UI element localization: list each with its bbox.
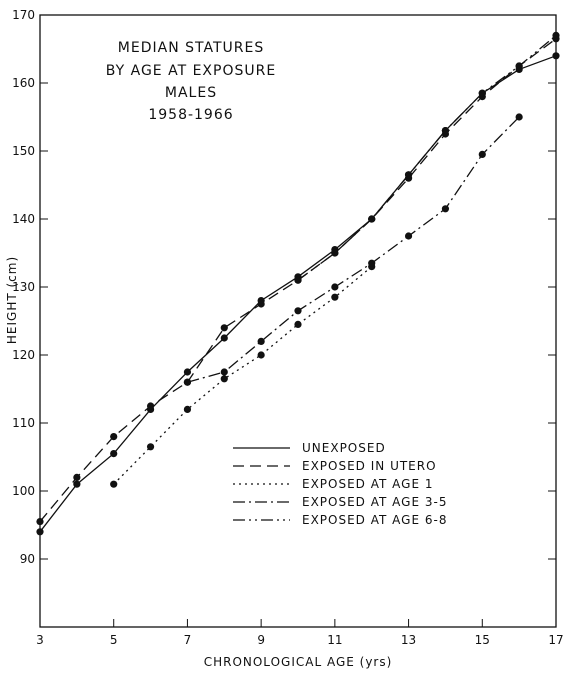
y-tick-label: 150 bbox=[12, 144, 35, 158]
series-5-point bbox=[294, 277, 301, 284]
x-tick-label: 11 bbox=[327, 633, 342, 647]
y-tick-label: 130 bbox=[12, 280, 35, 294]
legend-label-2: EXPOSED IN UTERO bbox=[302, 459, 437, 473]
series-1-point bbox=[552, 52, 559, 59]
x-tick-label: 7 bbox=[184, 633, 192, 647]
legend-label-3: EXPOSED AT AGE 1 bbox=[302, 477, 434, 491]
series-2-point bbox=[258, 300, 265, 307]
series-2-point bbox=[147, 402, 154, 409]
title-line-4: 1958-1966 bbox=[148, 107, 233, 123]
series-1-point bbox=[110, 450, 117, 457]
series-4-point bbox=[516, 113, 523, 120]
series-4-point bbox=[258, 338, 265, 345]
series-5-point bbox=[552, 32, 559, 39]
series-3-point bbox=[147, 443, 154, 450]
series-4-point bbox=[442, 205, 449, 212]
legend-label-4: EXPOSED AT AGE 3-5 bbox=[302, 495, 447, 509]
series-5-point bbox=[479, 90, 486, 97]
y-tick-label: 120 bbox=[12, 348, 35, 362]
x-tick-label: 5 bbox=[110, 633, 118, 647]
series-3-point bbox=[331, 294, 338, 301]
legend-label-5: EXPOSED AT AGE 6-8 bbox=[302, 513, 447, 527]
series-4-point bbox=[184, 379, 191, 386]
title-line-2: BY AGE AT EXPOSURE bbox=[106, 63, 276, 79]
series-4-point bbox=[331, 283, 338, 290]
series-2-point bbox=[73, 474, 80, 481]
x-tick-label: 13 bbox=[401, 633, 416, 647]
series-line-4 bbox=[187, 117, 519, 382]
series-5-point bbox=[368, 215, 375, 222]
y-tick-label: 160 bbox=[12, 76, 35, 90]
axis-ticks: 3 5 7 9 11 13 15 17 90 100 110 120 130 140 150 160 170 bbox=[12, 8, 564, 647]
title-line-3: MALES bbox=[165, 85, 217, 101]
series-5-point bbox=[442, 127, 449, 134]
series-2-point bbox=[36, 518, 43, 525]
series-layer bbox=[36, 32, 559, 536]
series-5-point bbox=[405, 171, 412, 178]
legend-label-1: UNEXPOSED bbox=[302, 441, 386, 455]
y-tick-label: 100 bbox=[12, 484, 35, 498]
x-axis-title: CHRONOLOGICAL AGE (yrs) bbox=[204, 655, 393, 669]
y-tick-label: 90 bbox=[20, 552, 35, 566]
y-axis-title: HEIGHT (cm) bbox=[5, 256, 19, 344]
series-1-point bbox=[221, 334, 228, 341]
y-tick-label: 170 bbox=[12, 8, 35, 22]
x-tick-label: 3 bbox=[36, 633, 44, 647]
x-tick-label: 15 bbox=[475, 633, 490, 647]
series-3-point bbox=[258, 351, 265, 358]
title-line-1: MEDIAN STATURES bbox=[118, 40, 264, 56]
series-3-point bbox=[184, 406, 191, 413]
series-4-point bbox=[368, 260, 375, 267]
series-4-point bbox=[294, 307, 301, 314]
series-3-point bbox=[294, 321, 301, 328]
series-4-point bbox=[479, 151, 486, 158]
series-1-point bbox=[73, 481, 80, 488]
legend: UNEXPOSED EXPOSED IN UTERO EXPOSED AT AGE … bbox=[233, 441, 447, 527]
series-3-point bbox=[221, 375, 228, 382]
chart-title: MEDIAN STATURES BY AGE AT EXPOSURE MALES… bbox=[106, 40, 276, 123]
series-4-point bbox=[221, 368, 228, 375]
series-1-point bbox=[36, 528, 43, 535]
series-line-1 bbox=[40, 56, 556, 532]
y-tick-label: 140 bbox=[12, 212, 35, 226]
series-3-point bbox=[110, 481, 117, 488]
series-2-point bbox=[110, 433, 117, 440]
x-tick-label: 17 bbox=[548, 633, 563, 647]
series-1-point bbox=[184, 368, 191, 375]
series-4-point bbox=[405, 232, 412, 239]
x-tick-label: 9 bbox=[257, 633, 265, 647]
series-5-point bbox=[331, 249, 338, 256]
y-tick-label: 110 bbox=[12, 416, 35, 430]
series-5-point bbox=[516, 62, 523, 69]
series-2-point bbox=[221, 324, 228, 331]
